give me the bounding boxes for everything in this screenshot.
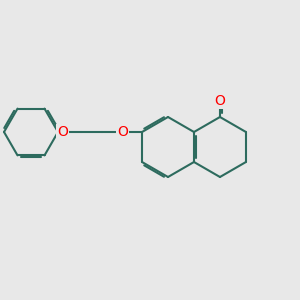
Text: O: O xyxy=(214,94,225,107)
Text: O: O xyxy=(117,125,128,139)
Text: O: O xyxy=(57,125,68,139)
